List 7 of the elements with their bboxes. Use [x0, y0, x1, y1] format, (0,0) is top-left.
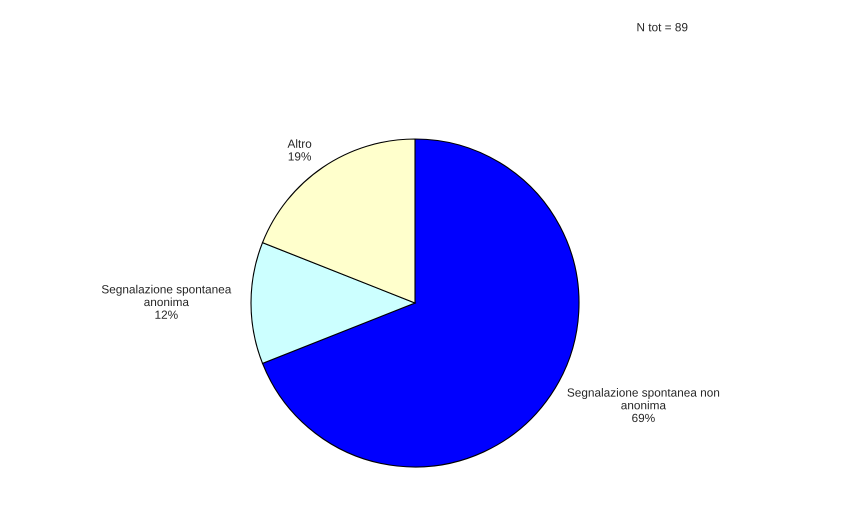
data-label: 19%: [288, 152, 312, 161]
slice-label: Segnalazione spontanea non anonima: [567, 388, 720, 410]
slice-label: Altro: [288, 139, 312, 148]
data-label: 69%: [632, 414, 655, 422]
data-label: 12%: [155, 310, 178, 319]
text: N tot = 89: [637, 23, 688, 32]
slice-label: Segnalazione spontanea anonima: [102, 284, 232, 306]
